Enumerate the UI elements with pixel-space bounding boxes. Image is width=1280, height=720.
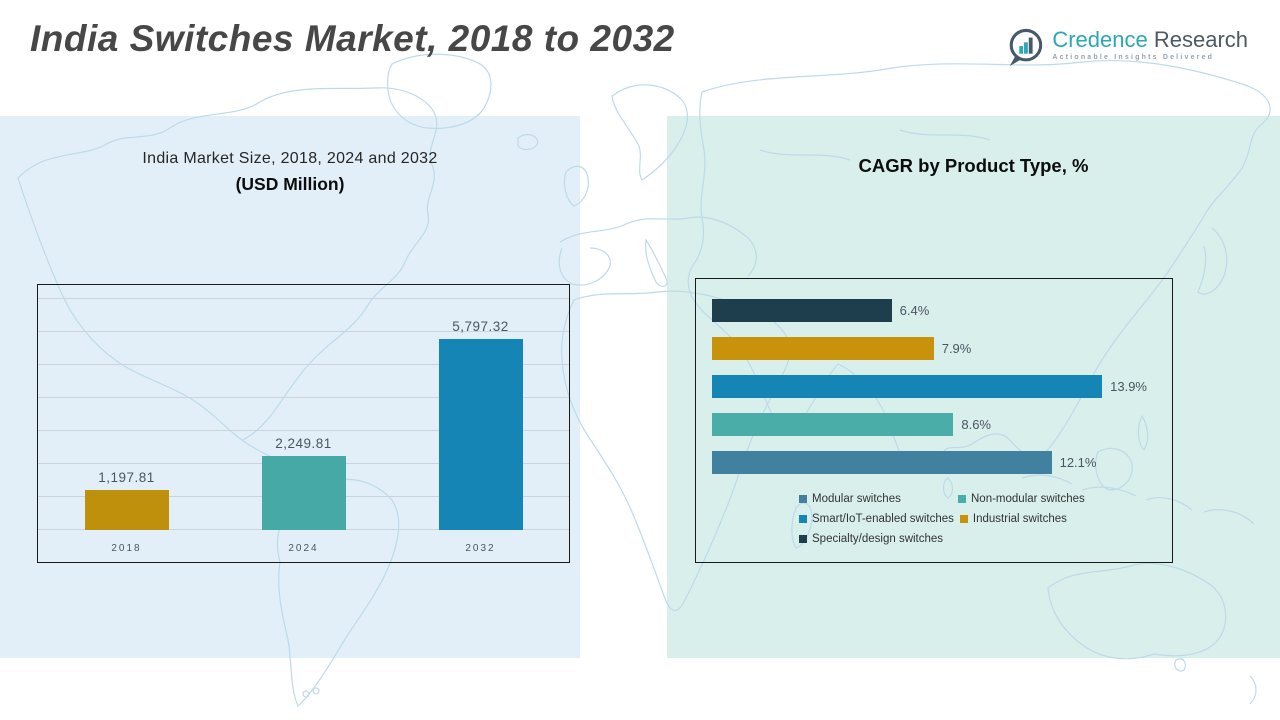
market-size-bars: 1,197.81 2018 2,249.81 2024 5,797.32 2032 (38, 299, 569, 554)
bar-value-label: 13.9% (1110, 379, 1147, 394)
legend-item: Specialty/design switches (799, 533, 952, 545)
gridline (38, 364, 569, 365)
market-size-chart-titles: India Market Size, 2018, 2024 and 2032 (… (0, 150, 580, 195)
bar-value-label: 5,797.32 (452, 318, 509, 334)
market-size-bar-chart: 1,197.81 2018 2,249.81 2024 5,797.32 2032 (37, 284, 570, 563)
bar (84, 490, 169, 530)
bar (712, 375, 1103, 398)
logo-text: Credence Research Actionable Insights De… (1052, 28, 1248, 62)
bar-group: 5,797.32 2032 (392, 299, 569, 554)
legend-swatch (959, 515, 968, 523)
bar-group: 2,249.81 2024 (215, 299, 392, 554)
logo-bar-chart-bubble-icon (1010, 28, 1043, 67)
bar-value-label: 7.9% (941, 341, 972, 356)
legend-swatch (799, 535, 807, 543)
legend-label: Industrial switches (972, 513, 1067, 525)
gridline (38, 331, 569, 332)
gridline (38, 397, 569, 398)
bar-group: 1,197.81 2018 (38, 299, 215, 554)
bar-value-label: 1,197.81 (98, 470, 155, 486)
bar-category-label: 2032 (465, 543, 496, 554)
bar-value-label: 12.1% (1059, 455, 1097, 470)
market-size-chart-title: India Market Size, 2018, 2024 and 2032 (142, 150, 438, 167)
bar-row: 12.1% (712, 451, 1133, 474)
bar-value-label: 6.4% (899, 303, 930, 318)
bar-value-label: 2,249.81 (275, 435, 332, 451)
legend-label: Smart/IoT-enabled switches (812, 513, 954, 525)
bar (438, 338, 523, 530)
bar-row: 6.4% (712, 299, 1133, 322)
logo-brand-name: Credence Research (1052, 28, 1248, 52)
page-title: India Switches Market, 2018 to 2032 (30, 18, 675, 59)
bar (712, 299, 892, 322)
logo-brand-primary: Credence (1052, 27, 1148, 52)
credence-research-logo: Credence Research Actionable Insights De… (1006, 28, 1248, 68)
bar-row: 8.6% (712, 413, 1133, 436)
cagr-chart-title: CAGR by Product Type, % (858, 155, 1089, 176)
bar-category-label: 2024 (288, 543, 319, 554)
legend-item: Modular switches (799, 493, 952, 505)
legend-row: Specialty/design switches (799, 533, 1085, 545)
legend-swatch (799, 495, 807, 503)
gridline (38, 298, 569, 299)
logo-brand-secondary: Research (1153, 27, 1248, 52)
legend-label: Modular switches (812, 493, 901, 505)
legend-row: Smart/IoT-enabled switches Industrial swi… (799, 513, 1085, 525)
legend-label: Non-modular switches (971, 493, 1085, 505)
legend-item: Non-modular switches (958, 493, 1085, 505)
bar (712, 337, 934, 360)
cagr-legend: Modular switches Non-modular switches Smar… (799, 493, 1085, 545)
bar-value-label: 8.6% (961, 417, 991, 432)
logo-tagline: Actionable Insights Delivered (1052, 54, 1215, 61)
bar-row: 13.9% (712, 375, 1147, 398)
bar (261, 455, 346, 530)
legend-swatch (799, 515, 807, 523)
gridline (38, 430, 569, 431)
market-size-chart-subtitle: (USD Million) (235, 174, 345, 194)
bar (712, 413, 954, 436)
legend-swatch (958, 495, 966, 503)
cagr-bars: 6.4% 7.9% 13.9% 8.6% 12.1% (712, 299, 1147, 474)
bar-category-label: 2018 (111, 543, 142, 554)
legend-item: Smart/IoT-enabled switches (799, 513, 954, 525)
legend-row: Modular switches Non-modular switches (799, 493, 1085, 505)
bar (712, 451, 1052, 474)
cagr-bar-chart: 6.4% 7.9% 13.9% 8.6% 12.1% Modular switches N… (695, 278, 1173, 563)
legend-label: Specialty/design switches (812, 533, 944, 545)
legend-item: Industrial switches (959, 513, 1067, 525)
bar-row: 7.9% (712, 337, 1133, 360)
